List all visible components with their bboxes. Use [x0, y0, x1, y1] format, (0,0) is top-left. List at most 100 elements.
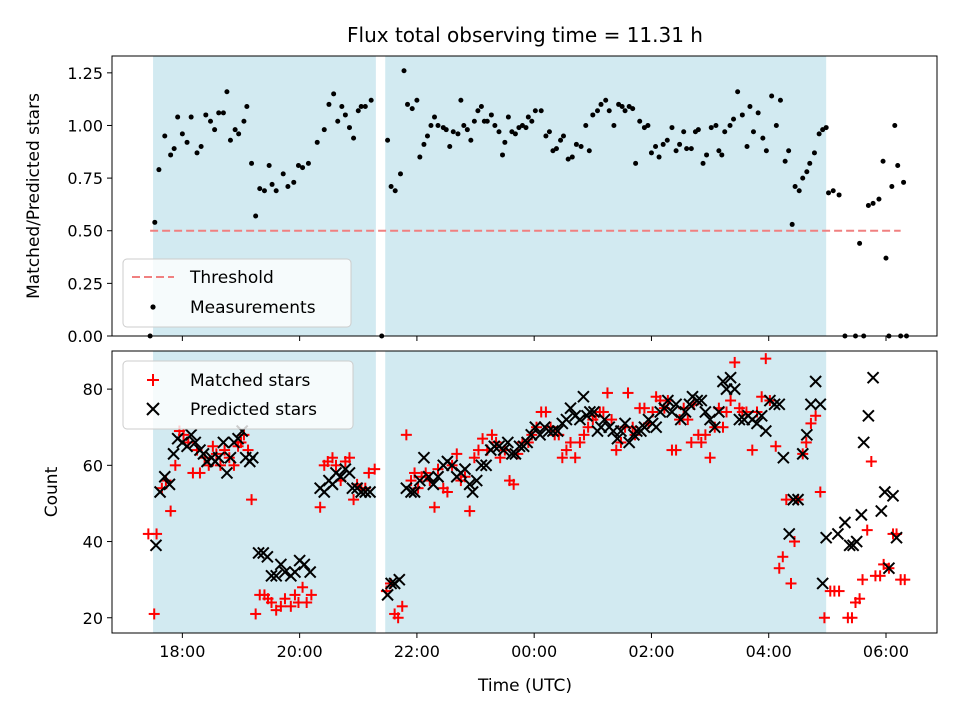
predicted-stars-point [755, 409, 768, 422]
measurement-point [763, 148, 769, 154]
predicted-stars-point [189, 436, 202, 449]
predicted-stars-point [649, 421, 663, 434]
matched-stars-point [432, 463, 444, 475]
predicted-stars-point [716, 375, 730, 388]
measurement-point [782, 158, 788, 164]
top-legend-measurement-swatch [150, 304, 156, 310]
top-panel-axes: 0.00 0.25 0.50 0.75 1.00 1.25 [67, 64, 887, 346]
measurement-point [684, 146, 690, 152]
matched-stars-point [846, 612, 858, 624]
predicted-stars-point [733, 413, 746, 426]
measurement-point [826, 190, 832, 196]
measurement-point [760, 135, 766, 141]
matched-stars-point [569, 452, 581, 464]
predicted-stars-point [573, 413, 587, 426]
predicted-stars-point [816, 577, 829, 590]
predicted-stars-point [497, 443, 510, 457]
top-panel-ylabel: Matched/Predicted stars [24, 93, 44, 299]
measurement-point [789, 221, 795, 227]
matched-stars-point [740, 406, 752, 418]
predicted-stars-point [288, 565, 302, 579]
predicted-stars-point [712, 405, 726, 419]
predicted-stars-point [614, 424, 628, 438]
predicted-stars-point [777, 451, 790, 464]
predicted-stars-point [838, 516, 852, 529]
predicted-stars-point [878, 485, 892, 499]
measurement-point [257, 186, 263, 192]
matched-stars-point [468, 452, 480, 464]
predicted-stars-point [261, 550, 274, 563]
measurement-point [633, 160, 639, 166]
measurement-point [630, 106, 636, 112]
matched-stars-point [770, 440, 782, 452]
matched-stars-point [326, 452, 338, 464]
measurement-point [175, 114, 181, 120]
predicted-stars-point [708, 421, 721, 434]
measurement-point [892, 122, 898, 128]
measurement-point [525, 114, 531, 120]
measurement-point [830, 188, 836, 194]
predicted-stars-point [724, 371, 737, 384]
measurement-point [739, 112, 745, 118]
measurement-point [488, 112, 494, 118]
matched-stars-point [729, 356, 741, 368]
measurement-point [865, 202, 871, 208]
predicted-stars-point [231, 432, 245, 445]
matched-stars-point [574, 436, 586, 448]
predicted-stars-point [587, 405, 601, 419]
x-tick-label: 04:00 [746, 642, 792, 661]
predicted-stars-point [773, 398, 786, 411]
matched-stars-point [800, 436, 812, 448]
predicted-stars-point [618, 417, 632, 430]
measurement-point [889, 184, 895, 190]
matched-stars-point [854, 593, 866, 605]
matched-stars-point [810, 410, 822, 422]
observing-band [385, 351, 827, 633]
measurement-point [800, 175, 806, 181]
measurement-point [326, 101, 332, 107]
matched-stars-point [250, 608, 262, 620]
y-tick-label: 0.75 [67, 169, 103, 188]
measurement-point [220, 110, 226, 116]
matched-stars-point [369, 463, 381, 475]
predicted-stars-point [252, 546, 265, 560]
measurement-point [171, 146, 177, 152]
predicted-stars-point [393, 573, 406, 586]
predicted-stars-point [212, 451, 225, 464]
predicted-stars-point [153, 485, 167, 499]
measurement-point [660, 141, 666, 147]
measurement-point [677, 141, 683, 147]
matched-stars-point [814, 486, 826, 498]
predicted-stars-point [404, 485, 418, 499]
predicted-stars-point [413, 474, 427, 487]
matched-stars-point [685, 436, 697, 448]
measurement-point [342, 112, 348, 118]
y-tick-label: 1.00 [67, 116, 103, 135]
matched-stars-point [207, 440, 219, 452]
predicted-stars-point [796, 447, 809, 461]
measurement-point [156, 167, 162, 173]
measurement-point [266, 162, 272, 168]
measurement-point [727, 122, 733, 128]
predicted-stars-point [875, 504, 888, 518]
predicted-stars-point [359, 485, 372, 499]
measurement-point [656, 154, 662, 160]
measurement-point [578, 144, 584, 150]
bottom-panel-marks [142, 353, 911, 624]
measurement-point [285, 184, 291, 190]
measurement-point [401, 68, 407, 74]
measurement-point [811, 150, 817, 156]
measurement-point [876, 196, 882, 202]
top-legend-box [122, 258, 352, 328]
matched-stars-point [238, 429, 250, 441]
measurement-point [447, 144, 453, 150]
matched-stars-point [297, 581, 309, 593]
measurement-point [777, 97, 783, 103]
y-tick-label: 0.25 [67, 274, 103, 293]
measurement-point [236, 131, 242, 137]
measurement-point [713, 122, 719, 128]
measurement-point [198, 144, 204, 150]
matched-stars-point [275, 600, 287, 612]
predicted-stars-point [577, 390, 590, 403]
predicted-stars-point [149, 539, 163, 552]
